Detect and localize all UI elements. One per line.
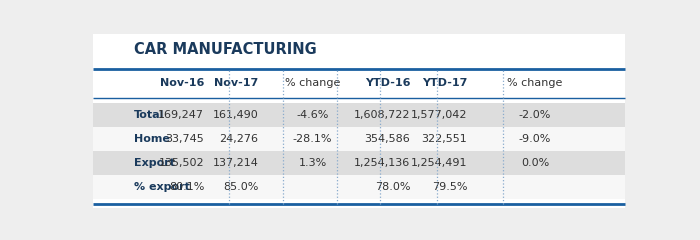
Text: 1,577,042: 1,577,042 [411,110,468,120]
Text: Total: Total [134,110,164,120]
Text: % change: % change [508,78,563,88]
Text: 169,247: 169,247 [158,110,204,120]
Text: Home: Home [134,134,169,144]
Text: 0.0%: 0.0% [521,158,550,168]
Text: 78.0%: 78.0% [374,182,410,192]
Text: 161,490: 161,490 [213,110,258,120]
Text: -4.6%: -4.6% [297,110,329,120]
Text: Nov-17: Nov-17 [214,78,258,88]
Text: 1.3%: 1.3% [298,158,327,168]
Text: 1,254,136: 1,254,136 [354,158,410,168]
Text: 354,586: 354,586 [365,134,410,144]
FancyBboxPatch shape [93,151,624,175]
Text: YTD-17: YTD-17 [422,78,468,88]
FancyBboxPatch shape [93,175,624,199]
Text: Nov-16: Nov-16 [160,78,204,88]
Text: -9.0%: -9.0% [519,134,552,144]
Text: 1,254,491: 1,254,491 [411,158,468,168]
FancyBboxPatch shape [93,103,624,127]
Text: 85.0%: 85.0% [223,182,258,192]
Text: 322,551: 322,551 [421,134,468,144]
Text: 33,745: 33,745 [165,134,204,144]
Text: 1,608,722: 1,608,722 [354,110,410,120]
Text: % export: % export [134,182,190,192]
Text: 24,276: 24,276 [219,134,258,144]
FancyBboxPatch shape [93,127,624,151]
Text: 80.1%: 80.1% [169,182,204,192]
FancyBboxPatch shape [93,34,624,208]
Text: Export: Export [134,158,174,168]
Text: 79.5%: 79.5% [432,182,468,192]
Text: 135,502: 135,502 [158,158,204,168]
Text: 137,214: 137,214 [213,158,258,168]
Text: YTD-16: YTD-16 [365,78,410,88]
Text: -28.1%: -28.1% [293,134,332,144]
Text: CAR MANUFACTURING: CAR MANUFACTURING [134,42,316,57]
Text: -2.0%: -2.0% [519,110,552,120]
Text: % change: % change [285,78,340,88]
